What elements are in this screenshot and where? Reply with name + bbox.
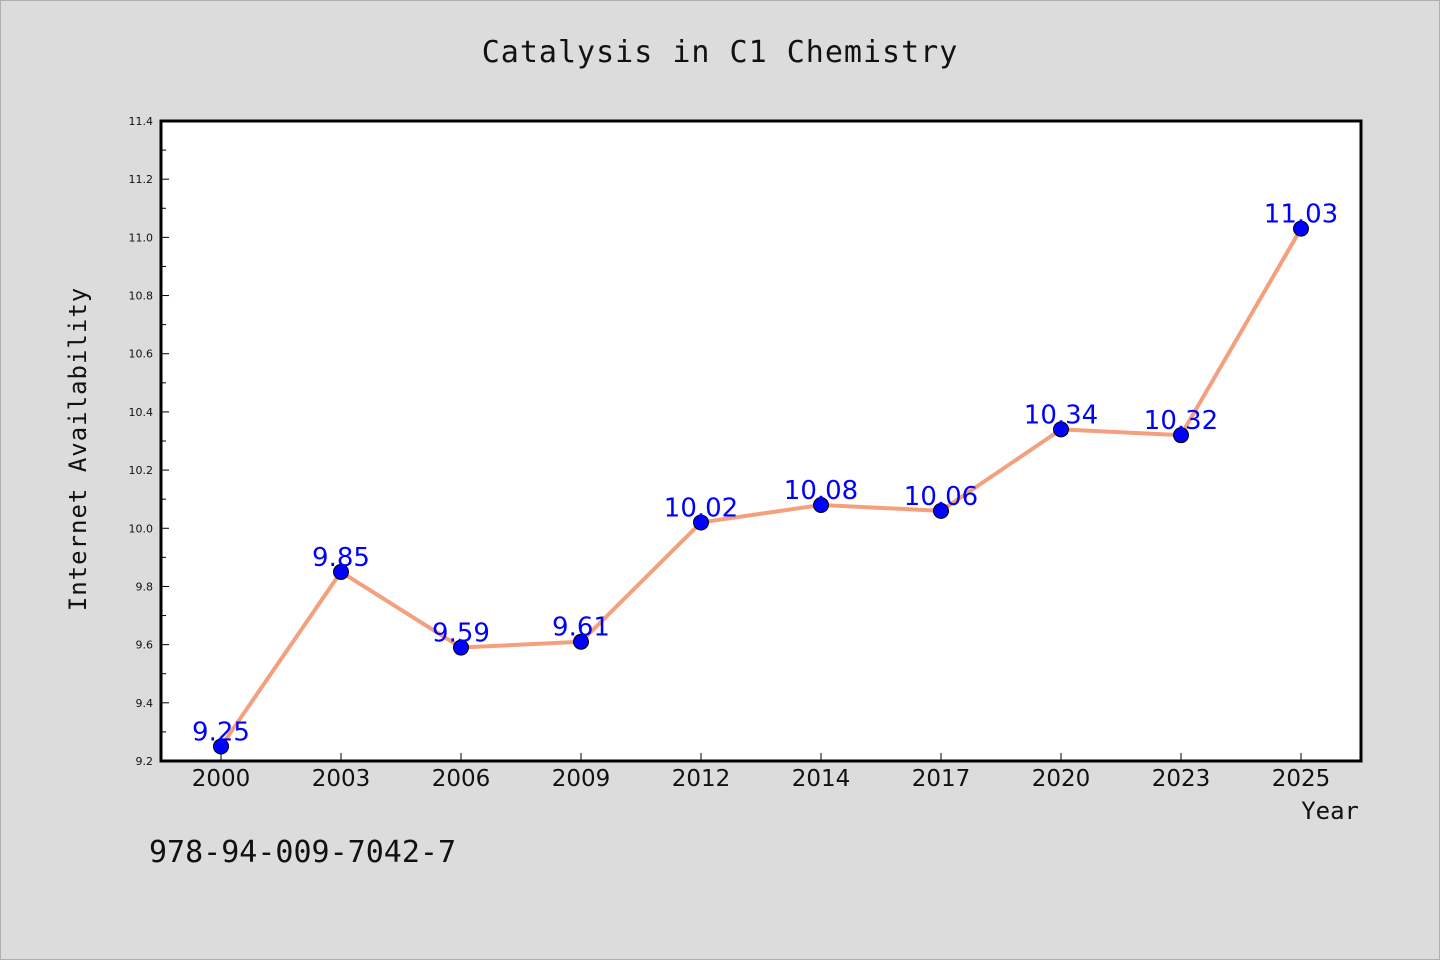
data-label: 10.02	[664, 493, 738, 523]
data-point	[1173, 427, 1189, 444]
data-label: 9.61	[552, 613, 610, 643]
data-point	[573, 633, 589, 650]
data-point	[693, 514, 709, 531]
chart-title: Catalysis in C1 Chemistry	[481, 35, 959, 70]
y-tick-label: 10.8	[129, 290, 154, 303]
data-label: 10.34	[1024, 400, 1098, 430]
y-tick-label: 9.4	[136, 697, 154, 710]
plot-frame	[159, 119, 1363, 763]
data-label: 9.25	[192, 717, 250, 747]
y-tick-label: 11.4	[129, 115, 154, 128]
data-label: 10.06	[904, 482, 978, 512]
data-point	[333, 563, 349, 580]
y-tick-label: 11.0	[129, 231, 154, 244]
y-tick-label: 11.2	[129, 173, 154, 186]
y-tick-label: 9.6	[136, 639, 154, 652]
x-tick-label: 2017	[912, 766, 971, 792]
data-label: 11.03	[1264, 200, 1338, 230]
isbn-footnote: 978-94-009-7042-7	[149, 835, 457, 870]
data-point	[933, 502, 949, 519]
data-label: 10.32	[1144, 406, 1218, 436]
x-axis-label: Year	[1301, 797, 1359, 825]
x-tick-label: 2000	[192, 766, 251, 792]
series-line	[219, 226, 1303, 749]
x-tick-label: 2009	[552, 766, 611, 792]
data-label: 10.08	[784, 476, 858, 506]
data-point	[213, 738, 229, 755]
x-tick-label: 2020	[1032, 766, 1091, 792]
x-tick-label: 2012	[672, 766, 731, 792]
data-point	[1293, 220, 1309, 237]
y-tick-label: 10.2	[129, 464, 154, 477]
data-label: 9.59	[432, 619, 490, 649]
x-tick-label: 2025	[1272, 766, 1331, 792]
x-tick-label: 2023	[1152, 766, 1211, 792]
y-tick-label: 9.2	[136, 755, 154, 768]
data-point	[813, 497, 829, 513]
x-tick-label: 2014	[792, 766, 851, 792]
y-tick-label: 10.4	[129, 406, 154, 419]
data-label: 9.85	[312, 543, 370, 573]
y-tick-label: 10.6	[129, 348, 154, 361]
data-point	[1053, 421, 1069, 438]
x-tick-label: 2003	[312, 766, 371, 792]
y-tick-label: 10.0	[129, 522, 154, 535]
data-point	[453, 639, 469, 656]
x-tick-label: 2006	[432, 766, 491, 792]
y-tick-label: 9.8	[136, 580, 154, 593]
